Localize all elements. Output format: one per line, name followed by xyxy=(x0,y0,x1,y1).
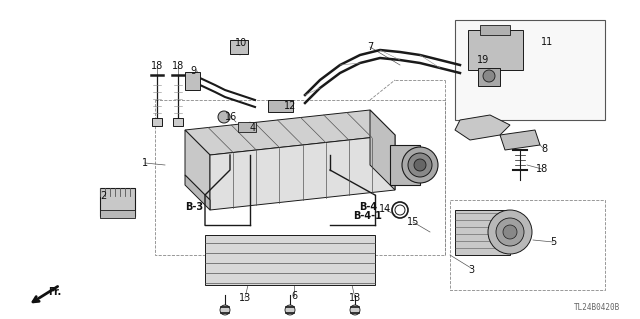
Text: 3: 3 xyxy=(468,265,474,275)
Circle shape xyxy=(218,111,230,123)
Circle shape xyxy=(285,305,295,315)
Text: 8: 8 xyxy=(541,144,547,154)
Circle shape xyxy=(220,305,230,315)
Bar xyxy=(450,200,605,290)
Text: Fr.: Fr. xyxy=(49,287,61,297)
Bar xyxy=(480,25,510,35)
Polygon shape xyxy=(185,130,210,200)
Polygon shape xyxy=(185,175,210,210)
Bar xyxy=(238,122,256,132)
Polygon shape xyxy=(500,130,540,150)
Text: 5: 5 xyxy=(550,237,556,247)
Text: TL24B0420B: TL24B0420B xyxy=(573,303,620,312)
Text: 15: 15 xyxy=(407,217,419,227)
Bar xyxy=(152,118,162,126)
Circle shape xyxy=(350,305,360,315)
Text: 14: 14 xyxy=(379,204,391,214)
Bar xyxy=(100,210,135,218)
Text: 1: 1 xyxy=(142,158,148,168)
Circle shape xyxy=(408,153,432,177)
Text: 16: 16 xyxy=(225,112,237,122)
Bar xyxy=(185,72,200,90)
Polygon shape xyxy=(185,110,395,155)
Text: 18: 18 xyxy=(151,61,163,71)
Text: 13: 13 xyxy=(239,293,251,303)
Text: 12: 12 xyxy=(284,101,296,111)
Bar xyxy=(230,40,248,54)
Bar xyxy=(468,30,523,70)
Polygon shape xyxy=(370,110,395,190)
Polygon shape xyxy=(455,115,510,140)
Polygon shape xyxy=(455,210,510,255)
Polygon shape xyxy=(390,145,420,185)
Bar xyxy=(205,235,375,285)
Text: 11: 11 xyxy=(541,37,553,47)
Text: B-4: B-4 xyxy=(359,202,377,212)
Text: 10: 10 xyxy=(235,38,247,48)
Circle shape xyxy=(496,218,524,246)
Polygon shape xyxy=(210,135,395,210)
Text: B-3: B-3 xyxy=(185,202,203,212)
Bar xyxy=(173,118,183,126)
Bar xyxy=(268,100,293,112)
Text: 19: 19 xyxy=(477,55,489,65)
Circle shape xyxy=(483,70,495,82)
Circle shape xyxy=(488,210,532,254)
Circle shape xyxy=(414,159,426,171)
Text: 18: 18 xyxy=(536,164,548,174)
Text: 7: 7 xyxy=(367,42,373,52)
Bar xyxy=(155,100,445,255)
Circle shape xyxy=(503,225,517,239)
Circle shape xyxy=(402,147,438,183)
Bar xyxy=(478,68,500,86)
Text: B-4-1: B-4-1 xyxy=(353,211,383,221)
Bar xyxy=(455,20,605,120)
Text: 13: 13 xyxy=(349,293,361,303)
Text: 18: 18 xyxy=(172,61,184,71)
Text: 4: 4 xyxy=(250,123,256,133)
Bar xyxy=(100,188,135,216)
Text: 9: 9 xyxy=(190,66,196,76)
Text: 6: 6 xyxy=(291,291,297,301)
Text: 2: 2 xyxy=(100,191,106,201)
